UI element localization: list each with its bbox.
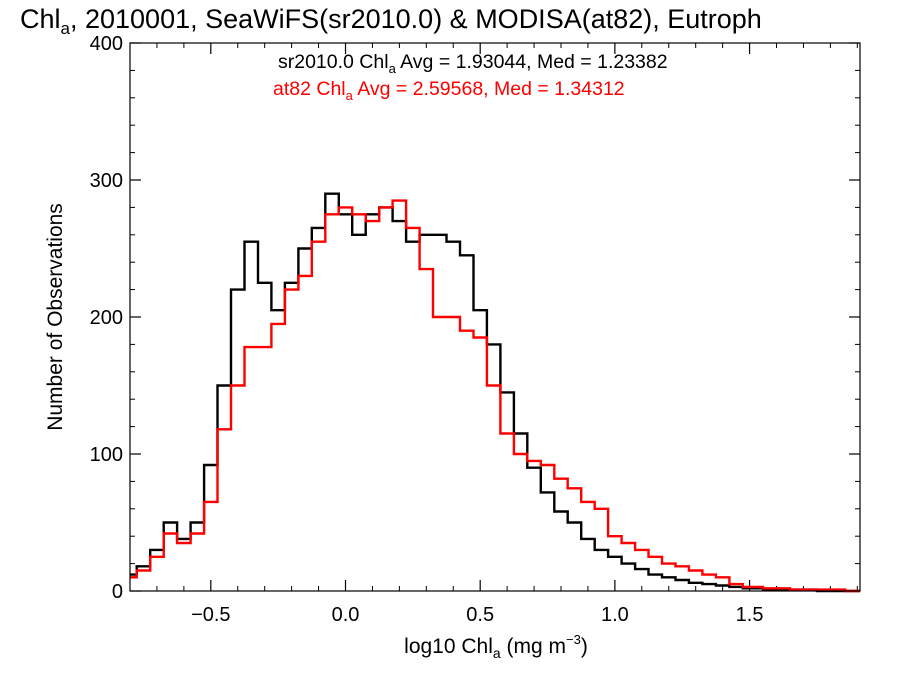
title-subscript: a (61, 19, 71, 38)
y-tick-label: 400 (90, 33, 123, 55)
x-label-end: ) (581, 635, 588, 658)
y-tick-label: 100 (90, 444, 123, 466)
x-axis-label: log10 Chla (mg m−3) (404, 632, 588, 661)
legend-entry-sr2010: sr2010.0 Chla Avg = 1.93044, Med = 1.233… (278, 51, 668, 76)
series-layer (130, 192, 860, 593)
title-rest: , 2010001, SeaWiFS(sr2010.0) & MODISA(at… (70, 4, 762, 34)
series-at82-line (130, 199, 860, 593)
x-label-main: log10 Chl (404, 635, 493, 658)
legend-at82-subscript: a (346, 88, 354, 103)
plot-frame (129, 42, 861, 592)
chart-title: Chla, 2010001, SeaWiFS(sr2010.0) & MODIS… (20, 4, 762, 38)
series-sr2010-line (130, 192, 860, 593)
x-tick-label: −0.5 (191, 604, 230, 626)
x-tick-label: 0.5 (466, 604, 494, 626)
y-axis-label: Number of Observations (44, 203, 67, 431)
title-main: Chl (20, 4, 61, 34)
axis-ticks: −0.5 0.0 0.5 1.0 1.5 0 100 200 300 400 (90, 33, 860, 626)
x-label-subscript: a (493, 645, 501, 661)
y-tick-label: 300 (90, 170, 123, 192)
legend-sr2010-subscript: a (389, 61, 397, 76)
x-tick-label: 1.5 (736, 604, 764, 626)
x-tick-label: 1.0 (601, 604, 629, 626)
legend-sr2010-rest: Avg = 1.93044, Med = 1.23382 (396, 51, 668, 73)
legend-at82-rest: Avg = 2.59568, Med = 1.34312 (353, 78, 625, 100)
x-label-rest: (mg m (501, 635, 566, 658)
x-label-superscript: −3 (566, 632, 581, 647)
y-tick-label: 200 (90, 307, 123, 329)
legend-entry-at82: at82 Chla Avg = 2.59568, Med = 1.34312 (273, 78, 625, 103)
x-tick-label: 0.0 (332, 604, 360, 626)
legend-sr2010-main: sr2010.0 Chl (278, 51, 389, 73)
y-tick-label: 0 (112, 581, 123, 603)
legend-at82-main: at82 Chl (273, 78, 346, 100)
